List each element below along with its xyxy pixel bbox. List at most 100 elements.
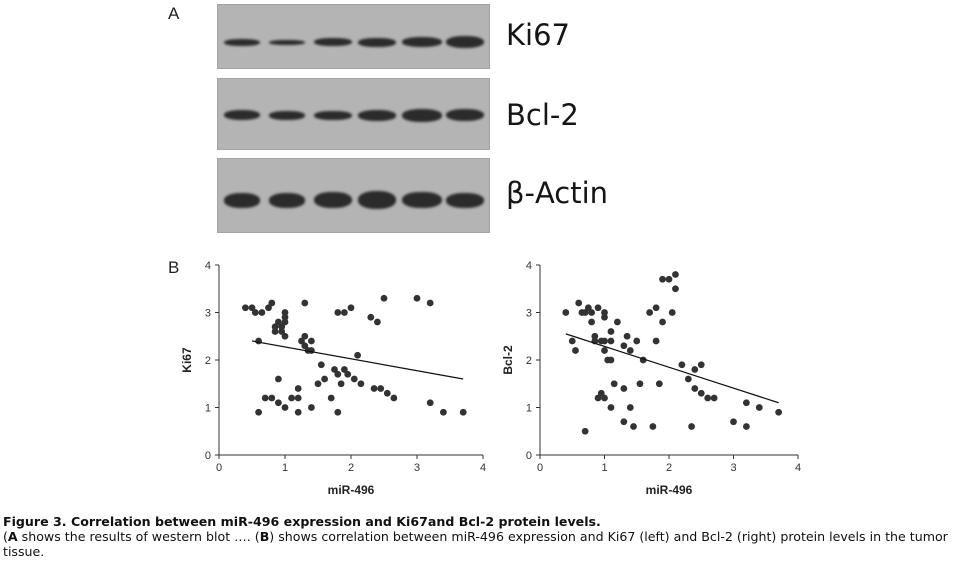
scatter-point [268, 299, 276, 307]
scatter-point [413, 294, 421, 302]
regression-line [565, 333, 779, 404]
scatter-point [755, 404, 763, 411]
blot-band [224, 38, 260, 46]
scatter-point [426, 299, 434, 307]
scatter-point [278, 328, 286, 335]
x-tick-label: 0 [537, 462, 543, 474]
scatter-point [350, 375, 358, 383]
scatter-point [581, 309, 589, 316]
scatter-point [341, 309, 348, 316]
scatter-point [308, 337, 315, 345]
blot-band [402, 108, 442, 122]
blot-band [224, 110, 260, 120]
scatter-point [390, 394, 398, 402]
scatter-point [271, 323, 279, 331]
caption-text-1: shows the results of western blot …. ( [17, 529, 260, 544]
scatter-point [646, 309, 654, 316]
y-axis-title: Bcl-2 [501, 345, 515, 375]
panel-a-label: A [168, 4, 180, 23]
scatter-point [594, 304, 602, 312]
blot-band [402, 37, 442, 47]
scatter-point [607, 356, 615, 364]
scatter-point [374, 318, 381, 326]
y-tick-label: 0 [526, 450, 532, 462]
panel-b-label: B [168, 258, 180, 277]
scatter-point [601, 394, 608, 402]
scatter-point [597, 389, 605, 397]
blot-band [269, 39, 305, 45]
scatter-point [347, 304, 355, 312]
y-tick-label: 2 [526, 355, 532, 367]
scatter-point [584, 304, 592, 312]
scatter-point [288, 394, 295, 402]
scatter-point [334, 309, 342, 316]
figure-caption: Figure 3. Correlation between miR-496 ex… [3, 514, 971, 559]
scatter-point [367, 313, 375, 321]
scatter-point [594, 394, 602, 402]
scatter-point [281, 332, 289, 340]
scatter-point [633, 337, 641, 345]
scatter-point [281, 404, 289, 411]
scatter-point [344, 370, 352, 378]
scatter-point [691, 385, 699, 392]
ki67-blot-image [217, 4, 490, 69]
scatter-point [655, 380, 663, 388]
scatter-point [271, 328, 279, 335]
blot-band [446, 36, 484, 48]
scatter-point [294, 408, 302, 416]
scatter-point [301, 332, 309, 340]
scatter-point [710, 394, 718, 402]
scatter-point [275, 375, 282, 383]
regression-line [251, 340, 464, 380]
y-tick-label: 1 [526, 403, 532, 415]
scatter-point [327, 394, 335, 402]
scatter-point [242, 304, 249, 312]
x-tick-label: 2 [348, 462, 354, 474]
caption-title: Figure 3. Correlation between miR-496 ex… [3, 514, 601, 529]
scatter-point [426, 399, 434, 407]
scatter-point [370, 385, 378, 392]
scatter-point [261, 394, 269, 402]
blot-band [269, 110, 305, 120]
scatter-point [668, 309, 676, 316]
scatter-point [281, 313, 289, 321]
blot-band [314, 110, 352, 120]
blot-band [314, 192, 352, 208]
scatter-point [607, 337, 615, 345]
scatter-point [275, 399, 282, 407]
scatter-point [251, 309, 259, 316]
scatter-point [684, 375, 692, 383]
scatter-point [659, 275, 666, 283]
scatter-point [601, 347, 608, 354]
scatter-point [652, 337, 660, 345]
scatter-point [301, 299, 309, 307]
scatter-point [626, 404, 634, 411]
scatter-point [775, 408, 783, 416]
actin-blot-image [217, 158, 490, 233]
scatter-point [255, 337, 262, 345]
scatter-point [380, 294, 388, 302]
scatter-point [334, 408, 342, 416]
scatter-point [357, 380, 365, 388]
scatter-point [607, 404, 615, 411]
scatter-point [730, 418, 737, 426]
caption-b-ref: B [259, 529, 270, 544]
scatter-point [704, 394, 712, 402]
actin-blot-label: β-Actin [506, 176, 609, 210]
scatter-point [268, 394, 276, 402]
scatter-point [697, 361, 705, 369]
scatter-point [601, 309, 608, 316]
scatter-point [265, 304, 272, 312]
scatter-point [331, 366, 338, 373]
scatter-point [610, 380, 618, 388]
scatter-point [691, 366, 699, 373]
scatter-point [278, 323, 286, 331]
scatter-point [672, 271, 679, 278]
scatter-point [614, 318, 621, 326]
scatter-point [459, 408, 467, 416]
scatter-point [354, 351, 361, 359]
scatter-point [620, 418, 628, 426]
scatter-point [298, 337, 305, 345]
blot-band [224, 192, 260, 208]
scatter-point [636, 380, 644, 388]
